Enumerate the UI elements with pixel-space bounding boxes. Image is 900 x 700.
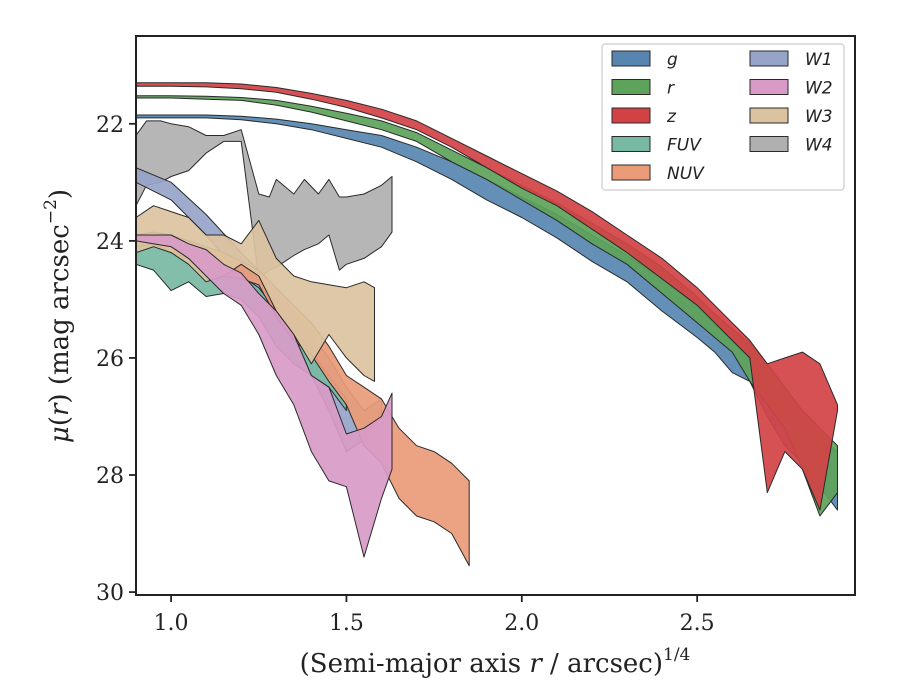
legend: grz FUV NUV W1 W2 W3 W4 xyxy=(601,43,845,191)
legend-swatch-w4 xyxy=(749,136,789,152)
legend-label-w1: W1 xyxy=(805,50,833,70)
legend-label-w3: W3 xyxy=(805,107,833,127)
band-layer xyxy=(136,82,838,567)
legend-label-z: z xyxy=(666,107,677,127)
legend-label-r: r xyxy=(667,79,675,99)
band-w4 xyxy=(136,120,393,280)
legend-label-nuv: NUV xyxy=(667,164,705,184)
x-axis-label: (Semi-major axis r / arcsec)1/4 xyxy=(300,645,691,679)
legend-swatch-g xyxy=(611,50,651,67)
legend-swatch-w2 xyxy=(749,79,789,95)
y-tick-label: 24 xyxy=(96,230,124,255)
y-tick-label: 26 xyxy=(96,347,124,372)
y-tick-label: 22 xyxy=(96,113,124,138)
x-tick-label: 2.5 xyxy=(680,611,715,636)
legend-label-w4: W4 xyxy=(805,136,833,156)
y-axis-label: μ(r) (mag arcsec−2) xyxy=(41,189,75,443)
legend-swatch-w1 xyxy=(749,50,789,67)
y-tick-label: 30 xyxy=(96,581,124,606)
legend-label-fuv: FUV xyxy=(667,136,702,156)
legend-label-g: g xyxy=(667,50,678,70)
band-z xyxy=(136,82,838,511)
legend-label-w2: W2 xyxy=(805,79,833,99)
legend-swatch-z xyxy=(611,107,651,124)
band-w2 xyxy=(136,234,393,558)
legend-swatch-r xyxy=(611,79,651,95)
legend-swatch-w3 xyxy=(749,107,789,124)
y-axis-ticks: 22 24 26 28 30 xyxy=(96,113,136,606)
y-tick-label: 28 xyxy=(96,464,124,489)
x-axis-ticks: 1.0 1.5 2.0 2.5 xyxy=(154,595,715,636)
plot-frame xyxy=(135,35,856,596)
x-tick-label: 2.0 xyxy=(504,611,539,636)
legend-swatch-nuv xyxy=(611,164,651,181)
x-tick-label: 1.5 xyxy=(329,611,364,636)
legend-swatch-fuv xyxy=(611,136,651,152)
x-tick-label: 1.0 xyxy=(154,611,189,636)
